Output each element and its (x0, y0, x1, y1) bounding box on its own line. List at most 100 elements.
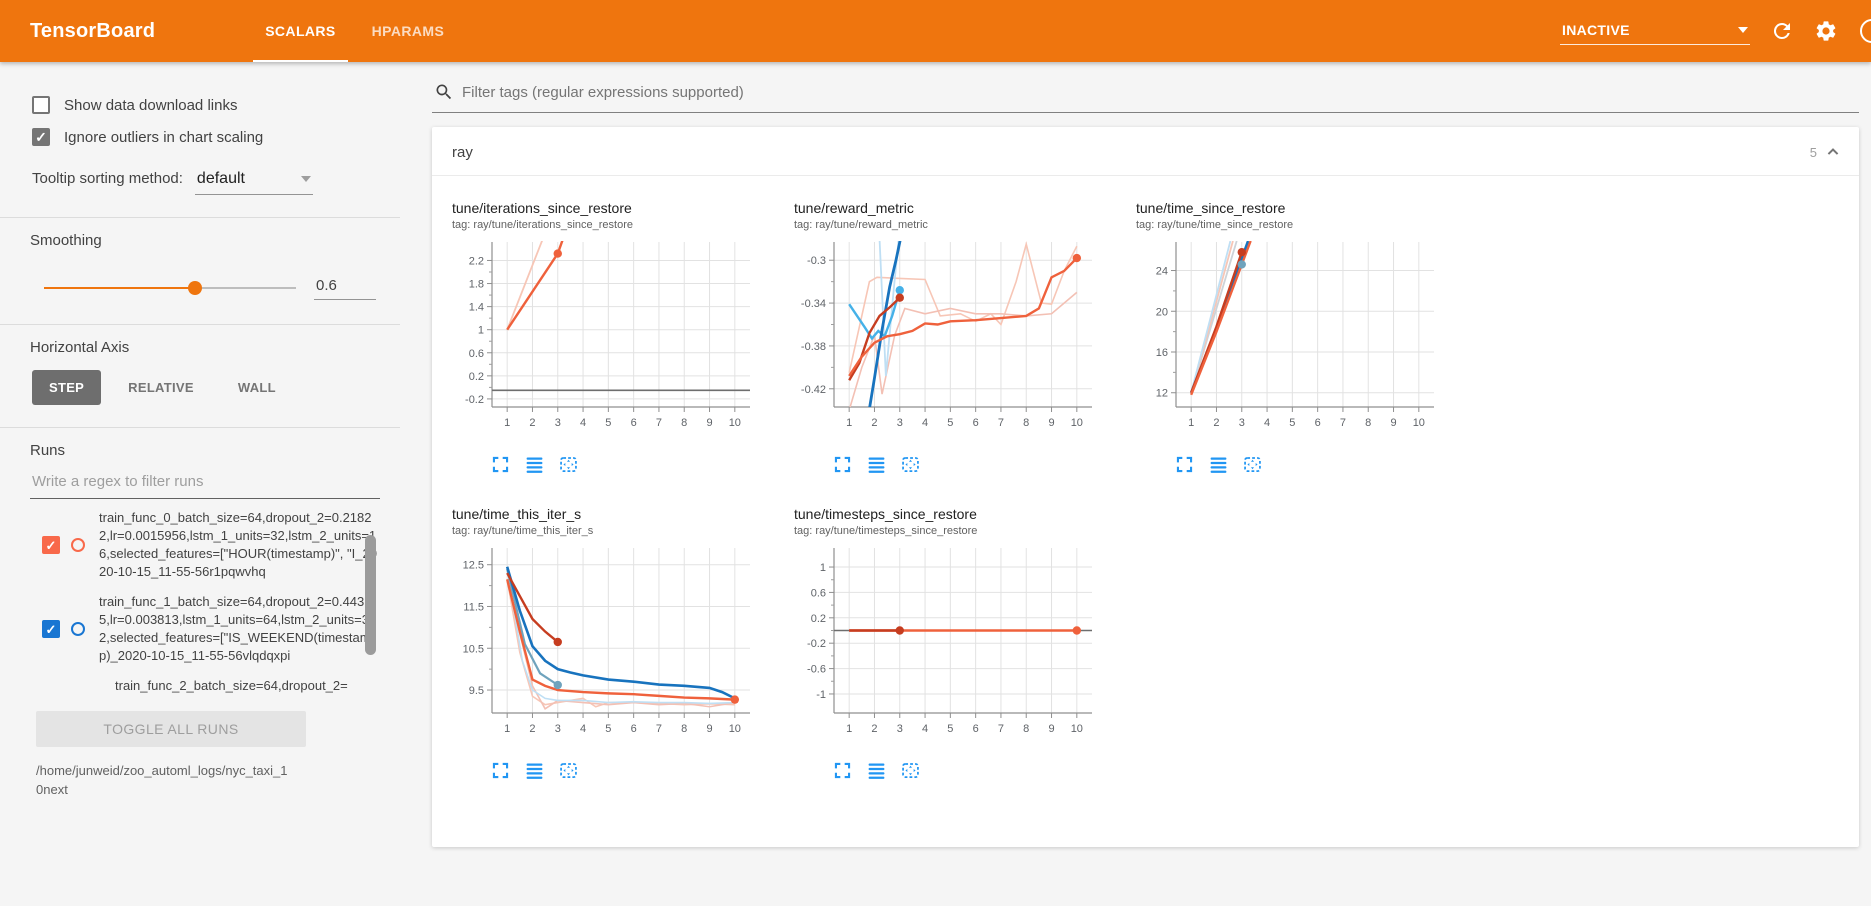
fullscreen-icon[interactable] (490, 454, 511, 480)
svg-text:1: 1 (504, 417, 510, 429)
chart-title: tune/iterations_since_restore (452, 200, 632, 216)
svg-text:7: 7 (998, 417, 1004, 429)
series-end-dot-run-orange-smoothed (1072, 626, 1082, 635)
chart-title: tune/reward_metric (794, 200, 914, 216)
axis-button-wall[interactable]: WALL (237, 380, 276, 395)
run-checkbox[interactable]: ✓ (42, 536, 60, 554)
fullscreen-icon[interactable] (490, 760, 511, 786)
tab-scalars[interactable]: SCALARS (247, 0, 353, 62)
run-checkbox[interactable]: ✓ (42, 620, 60, 638)
checkbox-icon[interactable] (32, 96, 50, 114)
tooltip-sorting-select[interactable]: default (194, 168, 313, 195)
tag-group-header[interactable]: ray 5 (432, 127, 1859, 176)
series-end-dot-run-darkred-smoothed (895, 293, 904, 302)
help-icon[interactable] (1858, 16, 1871, 46)
runs-filter-input[interactable] (30, 463, 380, 499)
run-color-radio[interactable] (71, 622, 85, 636)
svg-text:2.2: 2.2 (469, 255, 484, 267)
chart-plot[interactable]: 12.5 11.5 10.5 9.5 1 2 3 4 5 6 7 8 9 10 (452, 543, 754, 749)
tooltip-sorting-label: Tooltip sorting method: (32, 170, 183, 187)
chart-toolbar (1174, 454, 1438, 480)
refresh-icon[interactable] (1770, 19, 1794, 43)
runs-scrollbar[interactable] (365, 535, 376, 655)
runs-label: Runs (30, 442, 66, 459)
svg-text:2: 2 (871, 723, 877, 735)
fit-domain-icon[interactable] (1242, 454, 1263, 480)
chart-tag: tag: ray/tune/time_since_restore (1136, 219, 1294, 231)
svg-text:10: 10 (1071, 723, 1083, 735)
runs-section: Runs ✓ train_func_0_batch_size=64,dropout… (0, 428, 400, 815)
fullscreen-icon[interactable] (832, 454, 853, 480)
chart-plot[interactable]: -0.3 -0.34 -0.38 -0.42 1 2 3 4 5 6 7 8 9 10 (794, 237, 1096, 443)
run-color-radio[interactable] (71, 538, 85, 552)
expand-chart-icon[interactable] (524, 454, 545, 480)
series-end-dot-run-orange-smoothed (730, 695, 740, 704)
smoothing-value[interactable]: 0.6 (314, 275, 376, 300)
checkbox-label: Show data download links (64, 96, 238, 114)
series-end-dot-run-darkred-smoothed (553, 637, 562, 647)
svg-text:8: 8 (681, 723, 687, 735)
tag-filter-input[interactable] (462, 83, 1857, 101)
svg-text:4: 4 (1264, 417, 1270, 429)
series-run-orange-smoothed (1190, 241, 1252, 396)
fit-domain-icon[interactable] (558, 760, 579, 786)
svg-text:9: 9 (1048, 723, 1054, 735)
smoothing-section: Smoothing 0.6 (0, 218, 400, 324)
series-run-darkred-smoothed (506, 572, 559, 643)
svg-text:1: 1 (820, 562, 826, 574)
svg-text:12.5: 12.5 (463, 560, 484, 572)
series-end-dot-run-orange-smoothed (1072, 253, 1082, 263)
axis-button-relative[interactable]: RELATIVE (128, 380, 194, 395)
fit-domain-icon[interactable] (558, 454, 579, 480)
axis-button-step[interactable]: STEP (32, 370, 102, 405)
chart-tag: tag: ray/tune/timesteps_since_restore (794, 525, 978, 537)
tag-group-name: ray (452, 143, 473, 161)
checkbox-icon[interactable]: ✓ (32, 128, 50, 146)
general-options-section: Show data download links ✓ Ignore outlie… (0, 72, 400, 217)
slider-thumb[interactable] (188, 280, 203, 295)
show-download-links-checkbox-row[interactable]: Show data download links (32, 96, 380, 114)
svg-text:1: 1 (478, 325, 484, 337)
chevron-down-icon (1738, 26, 1748, 33)
ignore-outliers-checkbox-row[interactable]: ✓ Ignore outliers in chart scaling (32, 128, 380, 146)
chevron-down-icon (300, 176, 311, 182)
fullscreen-icon[interactable] (1174, 454, 1195, 480)
run-name: train_func_0_batch_size=64,dropout_2=0.2… (99, 510, 377, 579)
fullscreen-icon[interactable] (832, 760, 853, 786)
sidebar: Show data download links ✓ Ignore outlie… (0, 62, 400, 906)
svg-text:12: 12 (1156, 388, 1168, 400)
chart-plot[interactable]: 2.2 1.8 1.4 1 0.6 0.2 -0.2 1 2 3 4 5 6 7 8 9 10 (452, 237, 754, 443)
svg-text:2: 2 (871, 417, 877, 429)
svg-text:0.6: 0.6 (469, 348, 484, 360)
reload-status-dropdown[interactable]: INACTIVE (1560, 18, 1750, 45)
settings-icon[interactable] (1814, 19, 1838, 43)
svg-text:5: 5 (947, 723, 953, 735)
svg-text:4: 4 (580, 723, 586, 735)
svg-text:10: 10 (729, 723, 741, 735)
svg-text:4: 4 (922, 723, 928, 735)
checkbox-label: Ignore outliers in chart scaling (64, 128, 264, 146)
chart-toolbar (490, 454, 754, 480)
svg-text:5: 5 (947, 417, 953, 429)
fit-domain-icon[interactable] (900, 760, 921, 786)
expand-chart-icon[interactable] (524, 760, 545, 786)
expand-chart-icon[interactable] (866, 760, 887, 786)
slider-fill (44, 286, 196, 289)
header-actions: INACTIVE (1560, 0, 1871, 62)
search-icon (436, 84, 452, 100)
chart-plot[interactable]: 1 0.6 0.2 -0.2 -0.6 -1 1 2 3 4 5 6 7 8 9 10 (794, 543, 1096, 749)
expand-chart-icon[interactable] (1208, 454, 1229, 480)
smoothing-slider[interactable] (44, 280, 296, 295)
toggle-all-runs-button[interactable]: TOGGLE ALL RUNS (36, 711, 306, 747)
chart-toolbar (832, 454, 1096, 480)
svg-text:9: 9 (1390, 417, 1396, 429)
tab-hparams[interactable]: HPARAMS (371, 23, 445, 39)
expand-chart-icon[interactable] (866, 454, 887, 480)
app-header: TensorBoard SCALARS HPARAMS INACTIVE (0, 0, 1871, 62)
svg-text:16: 16 (1156, 347, 1168, 359)
chevron-up-icon[interactable] (1823, 142, 1843, 162)
svg-text:7: 7 (998, 723, 1004, 735)
svg-text:0.6: 0.6 (811, 587, 826, 599)
fit-domain-icon[interactable] (900, 454, 921, 480)
